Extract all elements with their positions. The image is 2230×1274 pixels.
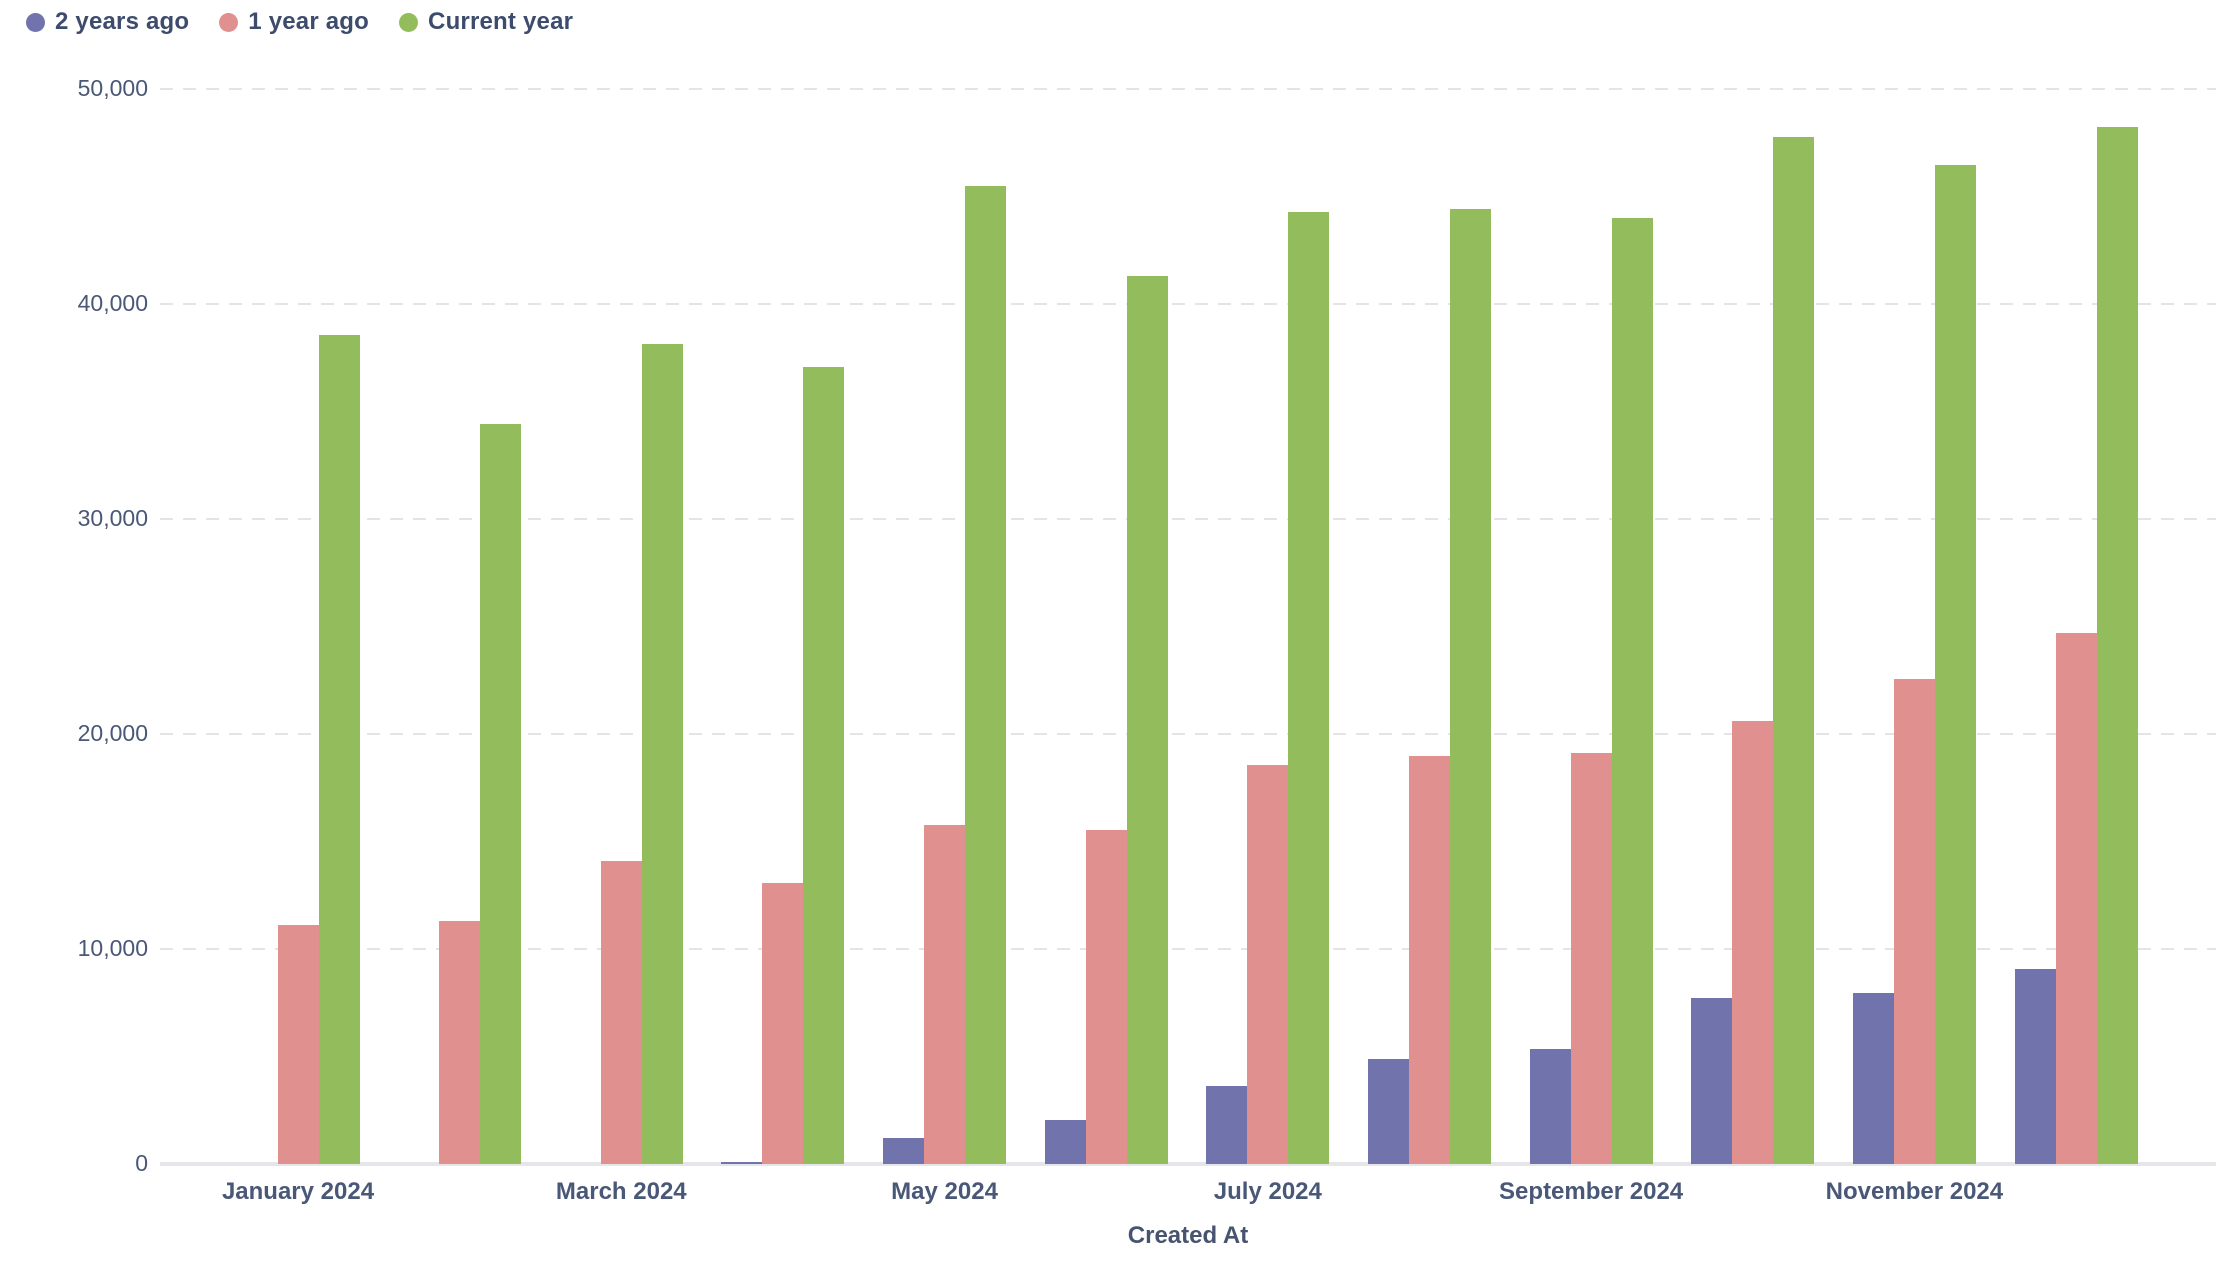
bar-2-years-ago-may[interactable] (883, 1138, 925, 1164)
bar-1-year-ago-may[interactable] (924, 825, 966, 1164)
bar-2-years-ago-august[interactable] (1367, 1058, 1409, 1164)
bar-2-years-ago-october[interactable] (1691, 998, 1733, 1164)
legend-dot-icon (26, 12, 45, 32)
bar-2-years-ago-december[interactable] (2014, 969, 2056, 1164)
legend-dot-icon (219, 12, 239, 32)
plot-area (160, 88, 2216, 1166)
bar-1-year-ago-october[interactable] (1732, 721, 1774, 1164)
bar-current-year-november[interactable] (1934, 165, 1976, 1164)
bar-current-year-march[interactable] (641, 343, 683, 1164)
x-axis-title: Created At (1127, 1222, 1249, 1249)
bar-1-year-ago-january[interactable] (277, 925, 319, 1164)
legend-dot-icon (399, 12, 419, 32)
bar-current-year-may[interactable] (965, 185, 1007, 1164)
x-axis-baseline (160, 1162, 2216, 1166)
legend-label: 2 years ago (55, 8, 190, 35)
bar-1-year-ago-september[interactable] (1570, 753, 1612, 1164)
y-tick-20000: 20,000 (77, 720, 148, 746)
gridline-10000 (160, 948, 2216, 950)
bar-2-years-ago-june[interactable] (1044, 1119, 1086, 1164)
legend-item-1-year-ago[interactable]: 1 year ago (219, 8, 369, 36)
bar-1-year-ago-august[interactable] (1408, 755, 1450, 1164)
bar-1-year-ago-december[interactable] (2055, 632, 2097, 1164)
y-tick-10000: 10,000 (77, 935, 148, 961)
bar-current-year-october[interactable] (1773, 137, 1815, 1164)
y-tick-0: 0 (135, 1150, 148, 1176)
legend-item-2-years-ago[interactable]: 2 years ago (26, 8, 189, 36)
legend-label: Current year (428, 8, 574, 35)
bar-1-year-ago-november[interactable] (1893, 679, 1935, 1164)
bar-current-year-september[interactable] (1611, 218, 1653, 1164)
bar-current-year-june[interactable] (1126, 276, 1168, 1164)
gridline-30000 (160, 518, 2216, 520)
y-tick-40000: 40,000 (77, 290, 148, 316)
x-tick-july: July 2024 (1213, 1178, 1322, 1205)
bar-1-year-ago-july[interactable] (1247, 765, 1289, 1164)
bar-2-years-ago-september[interactable] (1529, 1048, 1571, 1164)
x-tick-may: May 2024 (891, 1178, 998, 1205)
x-tick-january: January 2024 (221, 1178, 375, 1205)
bar-current-year-january[interactable] (318, 335, 360, 1164)
bar-2-years-ago-april[interactable] (721, 1161, 763, 1164)
bar-current-year-february[interactable] (480, 424, 522, 1164)
bar-current-year-december[interactable] (2096, 126, 2138, 1164)
bar-1-year-ago-april[interactable] (762, 883, 804, 1164)
gridline-50000 (160, 88, 2216, 90)
bar-2-years-ago-july[interactable] (1206, 1085, 1248, 1164)
gridline-20000 (160, 733, 2216, 735)
bar-current-year-august[interactable] (1449, 209, 1491, 1164)
legend-label: 1 year ago (248, 8, 370, 35)
chart-legend: 2 years ago 1 year ago Current year (26, 8, 573, 36)
y-tick-30000: 30,000 (77, 505, 148, 531)
x-tick-september: September 2024 (1499, 1178, 1684, 1205)
bar-1-year-ago-june[interactable] (1085, 829, 1127, 1164)
bar-current-year-july[interactable] (1288, 211, 1330, 1164)
x-tick-march: March 2024 (555, 1178, 687, 1205)
bar-2-years-ago-november[interactable] (1852, 993, 1894, 1164)
bar-1-year-ago-february[interactable] (439, 921, 481, 1164)
bar-1-year-ago-march[interactable] (600, 860, 642, 1164)
y-tick-50000: 50,000 (77, 75, 148, 101)
x-tick-november: November 2024 (1825, 1178, 2004, 1205)
gridline-40000 (160, 303, 2216, 305)
bar-current-year-april[interactable] (803, 367, 845, 1164)
legend-item-current-year[interactable]: Current year (399, 8, 573, 36)
